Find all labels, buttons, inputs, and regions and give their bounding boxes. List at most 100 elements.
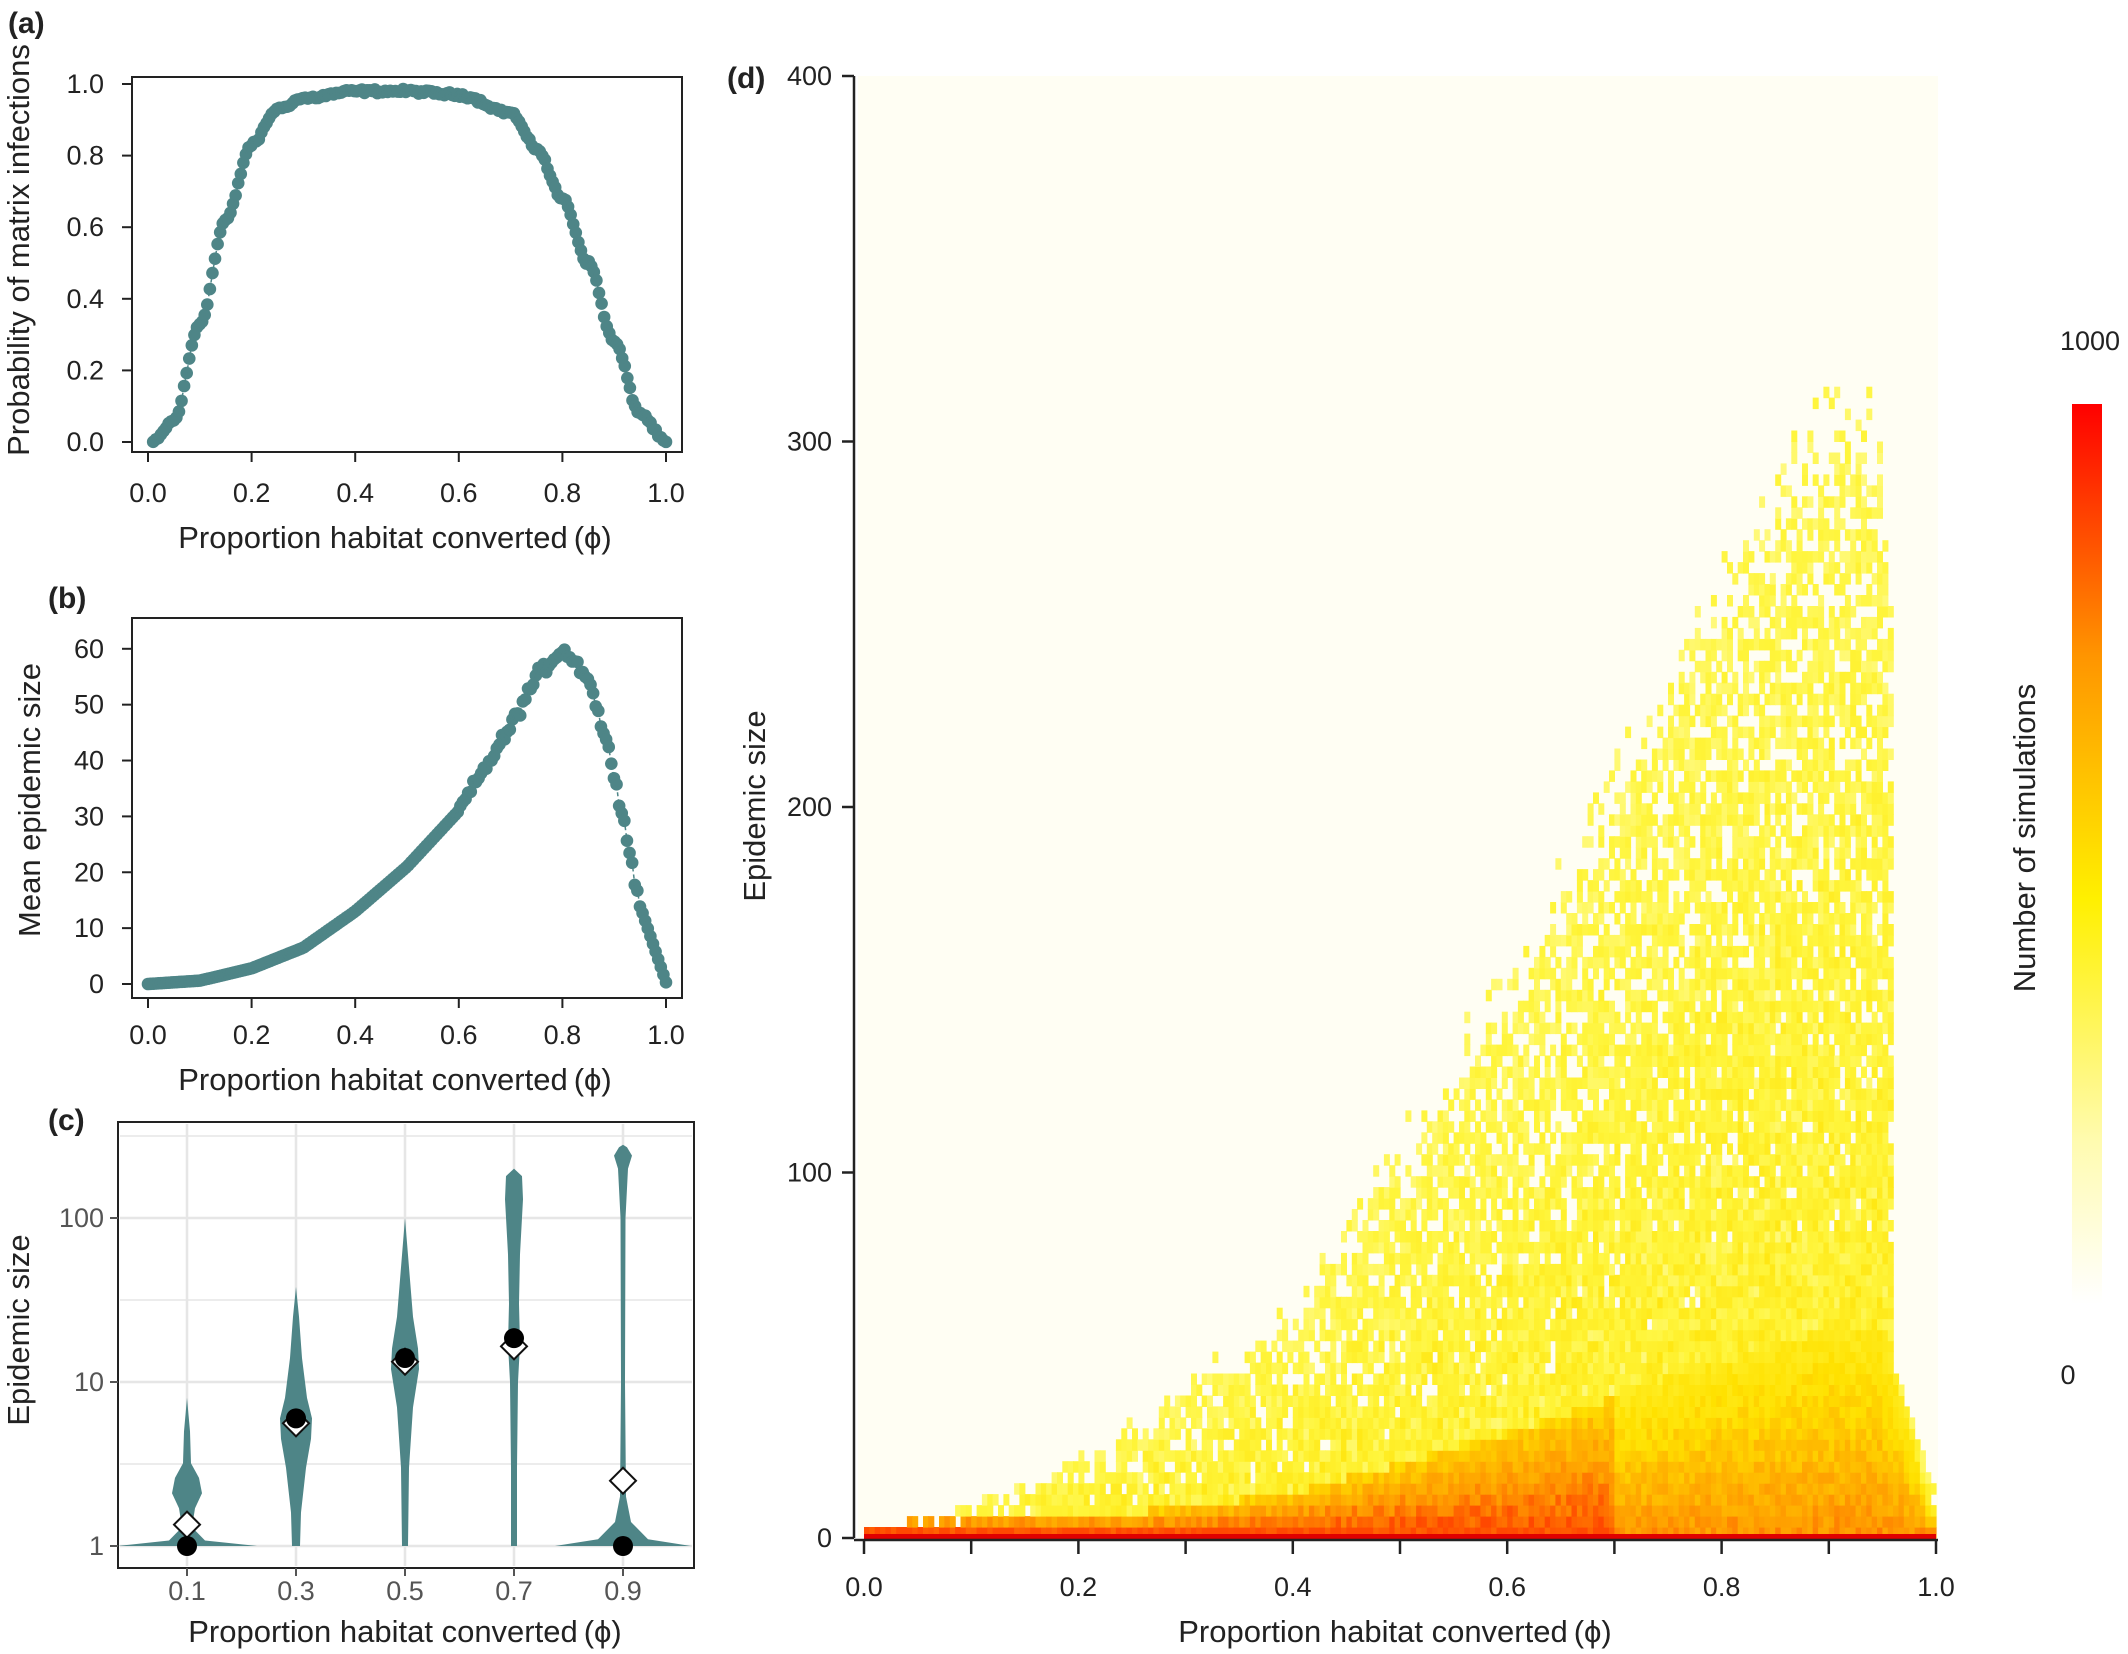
heatmap-cell [1700,748,1707,760]
heatmap-cell [1614,1143,1621,1155]
heatmap-cell [1019,1527,1026,1539]
heatmap-cell [1148,1494,1155,1506]
heatmap-cell [1432,1516,1439,1528]
heatmap-cell [1271,1417,1278,1429]
heatmap-cell [1201,1516,1208,1528]
heatmap-cell [1678,847,1685,859]
heatmap-cell [1694,1406,1701,1418]
heatmap-cell [1523,1329,1530,1342]
heatmap-cell [1727,803,1733,815]
panel-d-label: (d) [727,62,765,95]
heatmap-cell [1668,726,1674,739]
heatmap-cell [1523,1088,1530,1100]
heatmap-cell [1619,1395,1626,1407]
heatmap-cell [1684,1483,1691,1495]
heatmap-cell [1260,1395,1267,1407]
heatmap-cell [1046,1516,1053,1528]
heatmap-cell [1582,1033,1589,1046]
heatmap-cell [1169,1417,1176,1429]
heatmap-cell [1705,847,1712,859]
heatmap-cell [1651,1077,1658,1089]
heatmap-cell [1303,1362,1310,1375]
heatmap-cell [1544,1285,1551,1298]
heatmap-cell [1201,1483,1208,1495]
heatmap-cell [1700,737,1707,750]
heatmap-cell [1587,1527,1594,1539]
heatmap-cell [1544,1220,1551,1232]
heatmap-cell [1459,1209,1465,1221]
heatmap-cell [1732,924,1739,936]
heatmap-cell [1491,1450,1498,1462]
heatmap-cell [1635,1154,1642,1166]
heatmap-cell [1635,891,1642,903]
heatmap-cell [1710,869,1717,881]
heatmap-cell [1689,1406,1696,1418]
heatmap-cell [1292,1395,1299,1407]
heatmap-cell [1362,1220,1369,1232]
heatmap-cell [1587,1296,1594,1309]
heatmap-cell [1507,1220,1514,1232]
heatmap-cell [1748,1176,1755,1188]
heatmap-cell [1748,1483,1755,1495]
heatmap-cell [1496,1362,1503,1375]
heatmap-cell [1448,1154,1455,1166]
heatmap-cell [1421,1285,1428,1298]
heatmap-cell [1743,1011,1749,1024]
heatmap-cell [1587,1022,1594,1035]
heatmap-cell [1341,1494,1347,1506]
heatmap-cell [1689,638,1696,651]
heatmap-cell [1416,1395,1423,1407]
heatmap-cell [1753,1110,1760,1122]
heatmap-cell [1421,1220,1428,1232]
heatmap-cell [1694,1022,1701,1035]
heatmap-cell [1555,1307,1562,1320]
heatmap-cell [1271,1406,1278,1418]
heatmap-cell [1491,1055,1498,1067]
heatmap-cell [1233,1395,1240,1407]
heatmap-cell [1635,1011,1642,1024]
heatmap-cell [1426,1296,1433,1309]
heatmap-cell [1421,1428,1428,1440]
heatmap-cell [1630,1406,1637,1418]
heatmap-cell [1614,1450,1621,1462]
heatmap-cell [1437,1428,1444,1440]
heatmap-cell [1512,1395,1519,1407]
heatmap-cell [1678,704,1685,717]
heatmap-cell [1673,803,1680,815]
heatmap-cell [1196,1483,1203,1495]
panel-a: (a) 0.00.20.40.60.81.0 0.0 0.2 0.4 0.6 0.8 1.… [1,7,685,555]
heatmap-cell [1174,1450,1181,1462]
heatmap-cell [1335,1461,1342,1473]
heatmap-cell [1705,1494,1712,1506]
heatmap-cell [1276,1516,1283,1528]
heatmap-cell [1544,1099,1551,1111]
heatmap-cell [1137,1483,1144,1495]
heatmap-cell [1239,1373,1246,1385]
heatmap-cell [1625,1318,1632,1331]
heatmap-cell [1748,606,1755,618]
heatmap-cell [1737,1044,1744,1057]
heatmap-cell [1743,902,1749,914]
heatmap-cell [1710,1373,1717,1385]
heatmap-cell [1421,1516,1428,1528]
heatmap-cell [1630,1472,1637,1484]
heatmap-cell [1737,1011,1744,1024]
heatmap-cell [1448,1274,1455,1287]
heatmap-cell [1362,1285,1369,1298]
heatmap-cell [1378,1241,1385,1254]
heatmap-cell [1587,1340,1594,1353]
heatmap-cell [1598,1406,1605,1418]
heatmap-cell [1485,1340,1492,1353]
heatmap-cell [1566,891,1573,903]
heatmap-cell [1464,1450,1471,1462]
heatmap-cell [1582,924,1589,936]
heatmap-cell [1710,1296,1717,1309]
heatmap-cell [1635,1066,1642,1078]
heatmap-cell [1308,1527,1315,1539]
heatmap-cell [1416,1439,1423,1451]
heatmap-cell [1684,1450,1691,1462]
heatmap-cell [1266,1483,1272,1495]
heatmap-cell [1523,1209,1530,1221]
heatmap-cell [1716,748,1723,760]
heatmap-cell [1700,1055,1707,1067]
